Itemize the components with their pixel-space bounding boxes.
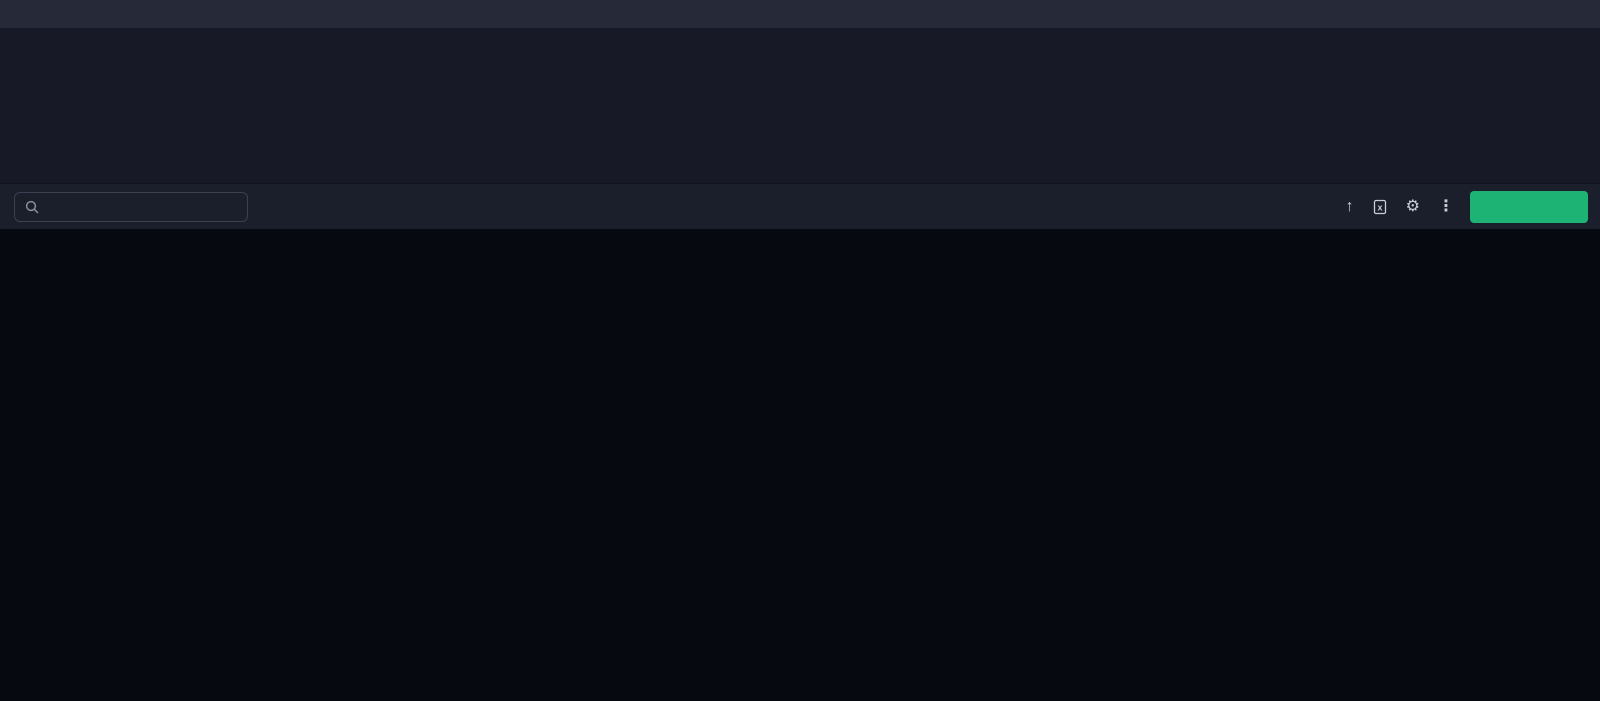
search-box[interactable]	[14, 191, 248, 222]
search-icon	[25, 200, 39, 214]
toolbar-icons: ↑ x ⚙ ⋮	[1346, 184, 1454, 229]
search-input[interactable]	[47, 199, 237, 214]
excel-export-icon[interactable]: x	[1372, 199, 1388, 215]
upload-icon[interactable]: ↑	[1345, 197, 1354, 215]
index-summary-header	[0, 0, 1600, 28]
svg-text:x: x	[1377, 202, 1382, 212]
settings-icon[interactable]: ⚙	[1405, 197, 1420, 215]
toolbar: ↑ x ⚙ ⋮	[0, 183, 1600, 229]
more-menu-icon[interactable]: ⋮	[1438, 197, 1454, 215]
place-order-button[interactable]	[1470, 190, 1588, 223]
top-section	[0, 0, 1600, 183]
index-summary-panel	[0, 0, 1600, 183]
